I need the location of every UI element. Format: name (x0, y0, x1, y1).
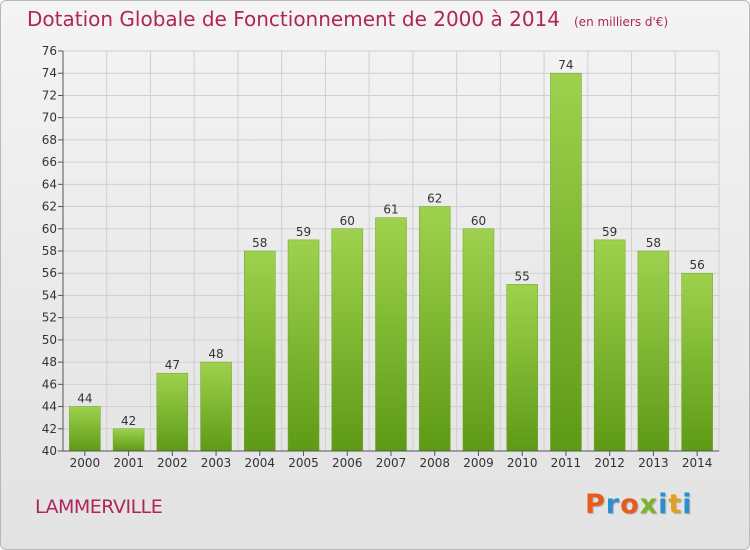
y-tick-label: 72 (42, 88, 57, 102)
y-tick-label: 48 (42, 355, 57, 369)
chart-title-text: Dotation Globale de Fonctionnement de 20… (27, 7, 560, 31)
y-tick-label: 64 (42, 177, 57, 191)
y-tick-label: 52 (42, 311, 57, 325)
bar-value-label: 59 (296, 225, 311, 239)
bar-2000 (69, 406, 101, 452)
bar-value-label: 60 (471, 214, 486, 228)
axes: 40 42 44 46 48 50 52 54 56 58 60 62 64 66 68 70 72 74 76 20… (42, 44, 719, 470)
proxiti-logo: Proxiti (585, 489, 693, 520)
bar-value-label: 61 (383, 203, 398, 217)
bar-value-label: 42 (121, 414, 136, 428)
y-tick-label: 46 (42, 377, 57, 391)
commune-name: LAMMERVILLE (35, 496, 163, 518)
bar-2012 (593, 239, 626, 452)
bar-value-label: 44 (77, 392, 92, 406)
logo-letter: i (658, 489, 669, 520)
logo-letter: r (605, 489, 621, 520)
logo-letter: x (639, 489, 659, 520)
chart-title: Dotation Globale de Fonctionnement de 20… (27, 7, 668, 31)
logo-letter: i (682, 489, 693, 520)
bar-2010 (506, 284, 538, 452)
bar-2004 (244, 250, 276, 452)
x-tick-label: 2011 (551, 456, 582, 470)
y-tick-label: 44 (42, 400, 57, 414)
bar-2002 (156, 372, 189, 452)
x-tick-label: 2008 (419, 456, 450, 470)
x-tick-label: 2014 (682, 456, 713, 470)
y-tick-label: 56 (42, 266, 57, 280)
bar-2001 (112, 428, 145, 452)
logo-letter: o (620, 489, 640, 520)
logo-letter: t (668, 489, 683, 520)
bar-value-label: 55 (515, 269, 530, 283)
bar-2005 (287, 239, 320, 452)
bars (69, 72, 713, 452)
bar-2006 (331, 228, 364, 452)
y-tick-label: 42 (42, 422, 57, 436)
bar-2011 (550, 72, 582, 452)
x-tick-label: 2004 (245, 456, 276, 470)
x-tick-label: 2009 (463, 456, 494, 470)
y-tick-label: 50 (42, 333, 57, 347)
x-tick-label: 2005 (288, 456, 319, 470)
y-tick-label: 76 (42, 44, 57, 58)
bar-2009 (462, 228, 495, 452)
bar-value-label: 47 (165, 358, 180, 372)
y-tick-label: 58 (42, 244, 57, 258)
bar-value-label: 48 (208, 347, 223, 361)
bar-value-label: 58 (252, 236, 267, 250)
bar-2003 (200, 361, 232, 452)
x-tick-label: 2012 (594, 456, 625, 470)
bar-2013 (637, 250, 670, 452)
x-tick-label: 2003 (201, 456, 232, 470)
bar-2007 (375, 217, 407, 452)
bar-value-label: 56 (689, 258, 704, 272)
y-tick-label: 54 (42, 288, 57, 302)
bar-2014 (681, 272, 713, 452)
y-tick-label: 62 (42, 200, 57, 214)
y-tick-label: 60 (42, 222, 57, 236)
logo-letter: P (585, 489, 606, 520)
y-tick-label: 74 (42, 66, 57, 80)
x-tick-label: 2000 (70, 456, 101, 470)
y-tick-label: 66 (42, 155, 57, 169)
x-tick-label: 2001 (113, 456, 144, 470)
x-tick-label: 2002 (157, 456, 188, 470)
bar-2008 (418, 206, 451, 452)
x-tick-label: 2010 (507, 456, 538, 470)
bar-value-label: 60 (340, 214, 355, 228)
x-tick-label: 2006 (332, 456, 363, 470)
data-labels: 44 42 47 48 58 59 60 61 62 60 55 74 59 58 56 (77, 58, 705, 428)
y-tick-label: 68 (42, 133, 57, 147)
bar-value-label: 74 (558, 58, 573, 72)
x-tick-label: 2007 (376, 456, 407, 470)
bar-value-label: 58 (646, 236, 661, 250)
y-tick-label: 40 (42, 444, 57, 458)
bar-value-label: 59 (602, 225, 617, 239)
chart-subtitle: (en milliers d'€) (574, 15, 669, 29)
x-tick-label: 2013 (638, 456, 669, 470)
bar-value-label: 62 (427, 192, 442, 206)
y-tick-label: 70 (42, 111, 57, 125)
